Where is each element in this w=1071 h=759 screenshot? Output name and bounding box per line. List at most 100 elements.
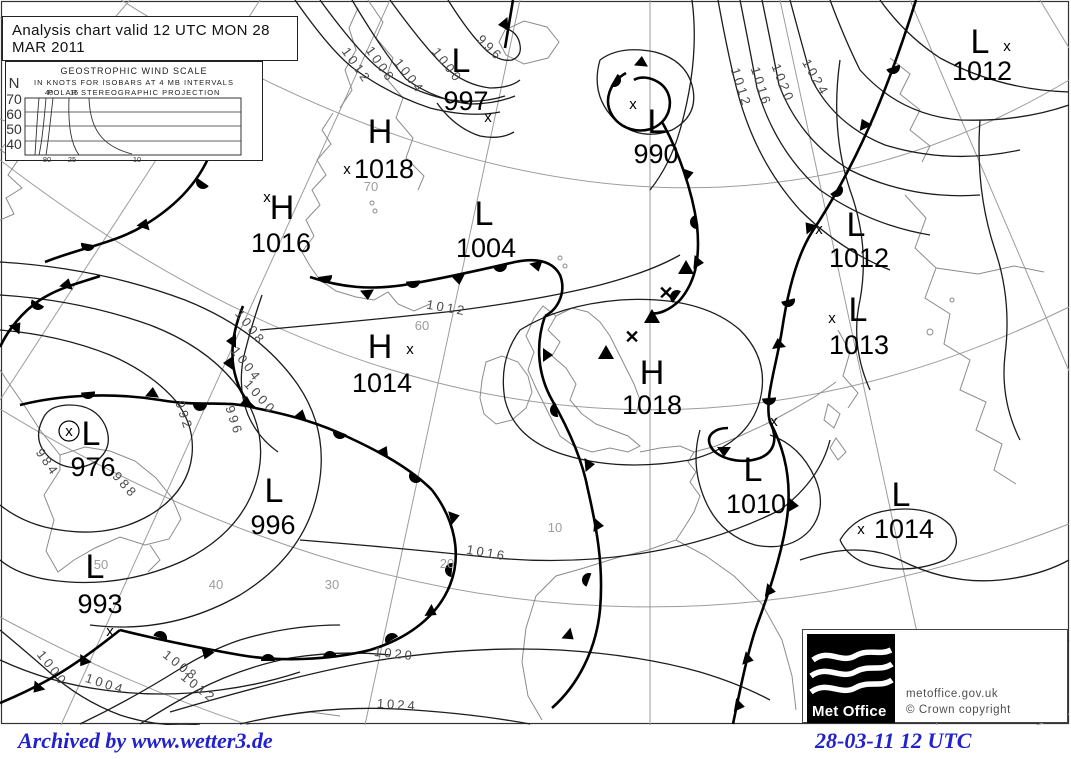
chart-datetime: 28-03-11 12 UTC — [815, 728, 972, 753]
chart-title: Analysis chart valid 12 UTC MON 28 MAR 2… — [12, 21, 270, 56]
pressure-value: 1018 — [354, 154, 414, 184]
cold-front-triangle — [805, 222, 818, 235]
x-mark-symbol: ✕ — [658, 283, 673, 303]
wind-scale-top-tick: 40 — [45, 88, 53, 97]
wind-scale-axis-letter: N — [9, 75, 20, 92]
center-x-mark: x — [65, 423, 73, 440]
cold-front-triangle — [859, 118, 873, 131]
footer: Archived by www.wetter3.de 28-03-11 12 U… — [0, 725, 1071, 759]
cold-front-triangle — [693, 255, 704, 269]
warm-front-semicircle — [690, 215, 698, 229]
pressure-value: 1014 — [352, 368, 412, 398]
latitude-label: 70 — [364, 179, 378, 194]
wind-scale-latitude: 40 — [6, 136, 22, 152]
cold-front-triangle — [634, 56, 648, 67]
cold-front-triangle — [375, 446, 389, 459]
isobar-value-label: 1024 — [376, 696, 418, 714]
pressure-letter: L — [971, 23, 990, 61]
warm-front-semicircle — [81, 242, 95, 251]
met-office-wordmark: Met Office — [812, 703, 887, 720]
cold-front-triangle — [448, 511, 460, 525]
center-x-mark: x — [484, 109, 492, 126]
warm-front-semicircle — [582, 573, 592, 587]
cold-front-triangle — [145, 387, 159, 398]
crown-copyright: © Crown copyright — [906, 704, 1011, 716]
cold-front-triangle — [8, 322, 21, 335]
archive-credit-link[interactable]: Archived by www.wetter3.de — [18, 728, 273, 753]
pressure-letter: L — [849, 291, 868, 329]
wind-scale-bottom-tick: 80 — [43, 155, 51, 162]
wind-scale-curves — [34, 97, 133, 156]
center-x-mark: x — [815, 221, 823, 238]
pressure-value: 1010 — [726, 489, 786, 519]
pressure-value: 1012 — [952, 56, 1012, 86]
pressure-letter: L — [744, 451, 763, 489]
pressure-value: 990 — [633, 139, 678, 169]
pressure-letter: L — [452, 42, 471, 80]
x-mark-symbol: ✕ — [624, 327, 639, 347]
center-x-mark: x — [629, 96, 637, 113]
cold-front-triangle — [561, 627, 574, 640]
pressure-value: 1012 — [829, 243, 889, 273]
pressure-value: 1016 — [251, 228, 311, 258]
center-x-mark: x — [263, 189, 271, 206]
warm-front-semicircle — [445, 563, 453, 577]
warm-front-semicircle — [196, 177, 209, 189]
pressure-value: 976 — [70, 452, 115, 482]
isobar-value-label: 1004 — [84, 670, 128, 697]
station-symbols-layer: ✕✕ — [598, 260, 694, 359]
map-border — [0, 0, 1070, 725]
center-circle — [58, 420, 80, 442]
center-x-mark: x — [343, 161, 351, 178]
pressure-value: 1018 — [622, 390, 682, 420]
triangle-symbol — [644, 309, 660, 323]
cold-front-triangle — [584, 458, 595, 472]
warm-front-semicircle — [318, 275, 332, 283]
met-office-logo: Met Office — [807, 634, 895, 723]
cold-front-triangle — [293, 409, 307, 421]
center-x-mark: x — [770, 413, 778, 430]
wind-scale-top-tick: 15 — [70, 88, 78, 97]
cold-front-triangle — [33, 680, 46, 693]
warm-front-semicircle — [550, 403, 559, 417]
warm-front-semicircle — [886, 64, 900, 74]
cold-front-triangle — [226, 334, 236, 348]
triangle-symbol — [678, 260, 694, 274]
warm-front-semicircle — [781, 298, 795, 307]
pressure-letter: H — [368, 113, 393, 151]
triangle-symbol — [598, 345, 614, 359]
cold-front-triangle — [543, 348, 553, 362]
pressure-value: 996 — [250, 510, 295, 540]
cold-front-triangle — [682, 168, 694, 182]
warm-front-semicircle — [762, 397, 776, 405]
cold-front-triangle — [59, 278, 73, 290]
cold-front-triangle — [742, 651, 754, 665]
wind-scale-latitude: 50 — [6, 121, 22, 137]
wind-scale-box: GEOSTROPHIC WIND SCALE IN KNOTS FOR ISOB… — [5, 61, 263, 162]
isobar-value-label: 1020 — [373, 644, 415, 663]
center-x-mark: x — [857, 521, 865, 538]
cold-front-triangle — [529, 260, 543, 272]
met-office-website[interactable]: metoffice.gov.uk — [906, 688, 999, 700]
cold-front-triangle — [593, 518, 604, 532]
warm-front-semicircle — [610, 73, 621, 87]
pressure-value: 1014 — [874, 514, 934, 544]
wind-scale-subtitle1: IN KNOTS FOR ISOBARS AT 4 MB INTERVALS — [34, 78, 234, 87]
center-x-mark: x — [106, 623, 114, 640]
warm-front-semicircle — [493, 263, 507, 272]
pressure-letter: L — [265, 472, 284, 510]
warm-front-semicircle — [261, 654, 275, 661]
pressure-letter: L — [86, 548, 105, 586]
wind-scale-bottom-tick: 10 — [133, 155, 141, 162]
